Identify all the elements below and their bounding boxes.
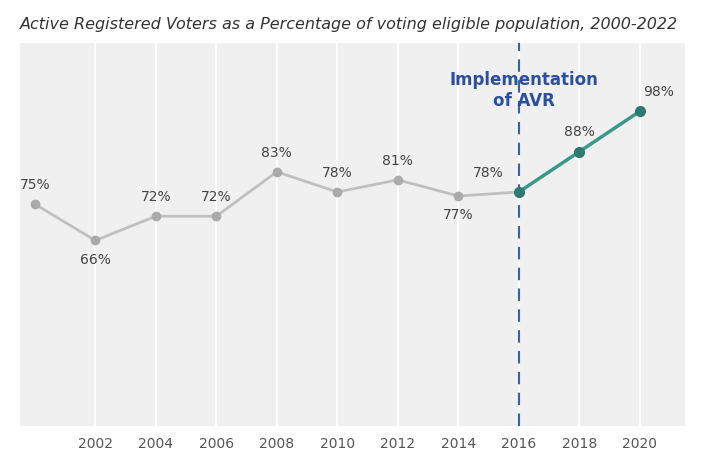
Text: 78%: 78% <box>473 166 504 180</box>
Text: 98%: 98% <box>643 85 674 99</box>
Text: Active Registered Voters as a Percentage of voting eligible population, 2000-202: Active Registered Voters as a Percentage… <box>20 17 677 32</box>
Text: 77%: 77% <box>443 208 474 222</box>
Text: Implementation
of AVR: Implementation of AVR <box>449 71 598 110</box>
Text: 75%: 75% <box>20 178 50 192</box>
Text: 83%: 83% <box>261 146 292 160</box>
Text: 72%: 72% <box>201 190 232 204</box>
Text: 88%: 88% <box>564 125 595 139</box>
Text: 72%: 72% <box>140 190 171 204</box>
Text: 66%: 66% <box>80 253 111 267</box>
Text: 78%: 78% <box>322 166 352 180</box>
Text: 81%: 81% <box>383 154 413 168</box>
